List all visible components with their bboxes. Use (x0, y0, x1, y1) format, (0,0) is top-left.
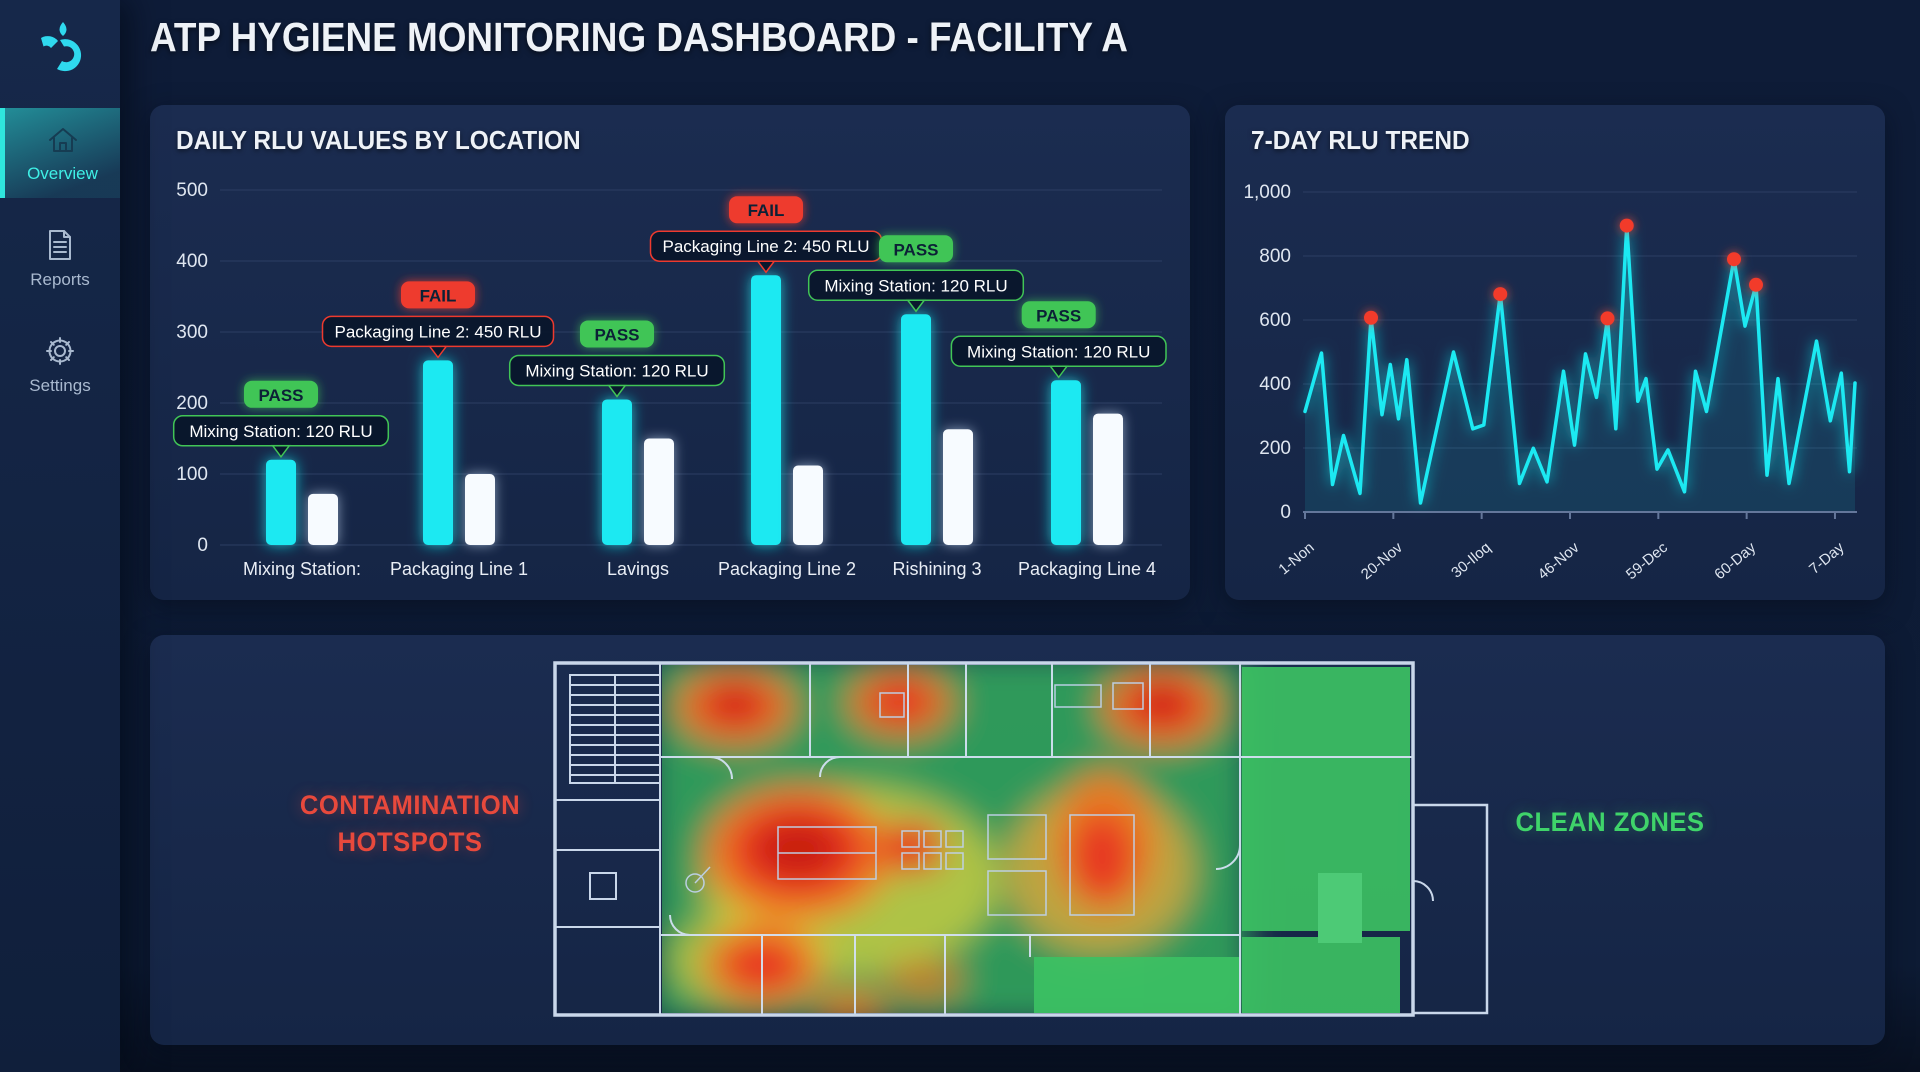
sidebar-item-label: Reports (30, 270, 90, 289)
y-tick-label: 800 (1259, 246, 1291, 267)
y-tick-label: 0 (197, 535, 208, 556)
y-tick-label: 600 (1259, 310, 1291, 331)
x-tick-label: 20-Nov (1358, 539, 1406, 583)
y-tick-label: 200 (1259, 438, 1291, 459)
y-tick-label: 400 (1259, 374, 1291, 395)
value-tooltip (508, 354, 726, 387)
clean-zones-label: CLEAN ZONES (1515, 807, 1705, 837)
tooltip-text: Packaging Line 2: 450 RLU (335, 322, 542, 341)
tooltip-pointer (427, 344, 449, 359)
x-tick-label: 30-Iloq (1448, 539, 1494, 582)
alert-peak-dot[interactable] (1493, 287, 1508, 302)
tooltip-text: Mixing Station: 120 RLU (525, 361, 708, 380)
bar-secondary[interactable] (308, 493, 338, 545)
document-icon (49, 230, 71, 260)
y-tick-label: 200 (176, 393, 208, 414)
tooltip-pointer (270, 444, 292, 459)
tooltip-text: Mixing Station: 120 RLU (967, 342, 1150, 361)
value-tooltip (807, 269, 1025, 301)
y-tick-label: 300 (176, 322, 208, 343)
bar-primary[interactable] (751, 275, 781, 545)
x-category-label: Mixing Station: (243, 559, 361, 579)
trend-area (1305, 225, 1855, 512)
bar-primary[interactable] (901, 314, 931, 545)
tooltip-text: Mixing Station: 120 RLU (189, 422, 372, 441)
x-category-label: Packaging Line 2 (718, 559, 856, 579)
bar-secondary[interactable] (465, 474, 495, 545)
daily-rlu-bar-chart: 500 400 300 200 100 0 Mixing Station: Mixing St… (172, 180, 1167, 579)
x-tick-label: 59-Dec (1623, 539, 1671, 583)
value-tooltip (321, 315, 555, 348)
tooltip-text: Mixing Station: 120 RLU (824, 276, 1007, 295)
x-category-label: Rishining 3 (892, 559, 981, 579)
x-category-label: Packaging Line 1 (390, 559, 528, 579)
gear-icon (46, 337, 74, 365)
x-tick-label: 46-Nov (1535, 539, 1583, 583)
x-tick-label: 1-Non (1275, 539, 1317, 578)
y-tick-label: 100 (176, 464, 208, 485)
fail-badge (729, 196, 803, 224)
alert-peak-dot[interactable] (1364, 310, 1378, 325)
contamination-hotspots-label: CONTAMINATION HOTSPOTS (299, 790, 521, 857)
badge-text: FAIL (748, 201, 785, 220)
trend-chart-title: 7-DAY RLU TREND (1251, 125, 1470, 155)
floor-plan-heatmap (553, 661, 1489, 1017)
seven-day-rlu-line-chart: 1,000 800 600 400 200 0 1-Non 20-Nov 30-Iloq 46-N… (1243, 182, 1857, 583)
y-tick-label: 0 (1280, 502, 1291, 523)
bar-secondary[interactable] (1093, 413, 1123, 545)
trend-line (1303, 223, 1857, 505)
page-title: ATP HYGIENE MONITORING DASHBOARD - FACIL… (150, 14, 1128, 60)
panel-daily-rlu: DAILY RLU VALUES BY LOCATION 500 400 300 20… (150, 105, 1190, 600)
panel-7day-trend: 7-DAY RLU TREND 1,000 800 600 400 200 0 1-Non 2… (1225, 105, 1885, 600)
x-tick-label: 7-Day (1806, 539, 1848, 578)
bar-primary[interactable] (423, 360, 453, 545)
bar-primary[interactable] (266, 459, 296, 545)
app-logo-icon (41, 22, 82, 72)
sidebar-item-label: Overview (27, 164, 98, 183)
alert-peak-dot[interactable] (1619, 218, 1634, 233)
bar-secondary[interactable] (793, 465, 823, 545)
badge-text: FAIL (420, 286, 457, 305)
tooltip-pointer (755, 259, 777, 274)
sidebar: Overview Reports Settings (0, 0, 120, 1072)
pass-badge (879, 235, 953, 263)
bar-primary[interactable] (602, 399, 632, 545)
value-tooltip (172, 415, 390, 447)
bar-primary[interactable] (1051, 380, 1081, 545)
x-tick-label: 60-Day (1711, 539, 1759, 583)
sidebar-item-overview[interactable]: Overview (0, 108, 120, 198)
badge-text: PASS (258, 386, 303, 405)
badge-text: PASS (594, 325, 639, 344)
home-icon (48, 128, 77, 152)
sidebar-item-reports[interactable]: Reports (0, 212, 120, 304)
fail-badge (401, 281, 475, 309)
y-tick-label: 500 (176, 180, 208, 201)
floor-plan-walls (553, 661, 1489, 1017)
badge-text: PASS (893, 240, 938, 259)
alert-peak-dot[interactable] (1600, 311, 1615, 326)
panel-facility-heatmap: CONTAMINATION HOTSPOTS CLEAN ZONES (150, 635, 1885, 1045)
y-tick-label: 1,000 (1243, 182, 1291, 203)
pass-badge (1021, 301, 1096, 329)
value-tooltip (950, 335, 1167, 368)
alert-peak-dot[interactable] (1727, 252, 1741, 267)
bar-chart-title: DAILY RLU VALUES BY LOCATION (176, 125, 581, 155)
tooltip-pointer (1048, 364, 1070, 379)
sidebar-item-settings[interactable]: Settings (0, 318, 120, 410)
tooltip-pointer (606, 383, 628, 398)
tooltip-pointer (905, 298, 927, 313)
y-tick-label: 400 (176, 251, 208, 272)
badge-text: PASS (1036, 306, 1081, 325)
pass-badge (244, 380, 318, 408)
x-category-label: Packaging Line 4 (1018, 559, 1156, 579)
tooltip-text: Packaging Line 2: 450 RLU (663, 237, 870, 256)
sidebar-item-label: Settings (29, 376, 91, 395)
clean-zones-overlay (1034, 667, 1410, 1013)
pass-badge (580, 320, 654, 348)
bar-secondary[interactable] (644, 438, 674, 546)
bar-secondary[interactable] (943, 429, 973, 545)
alert-peak-dot[interactable] (1749, 277, 1763, 292)
x-category-label: Lavings (607, 559, 669, 579)
